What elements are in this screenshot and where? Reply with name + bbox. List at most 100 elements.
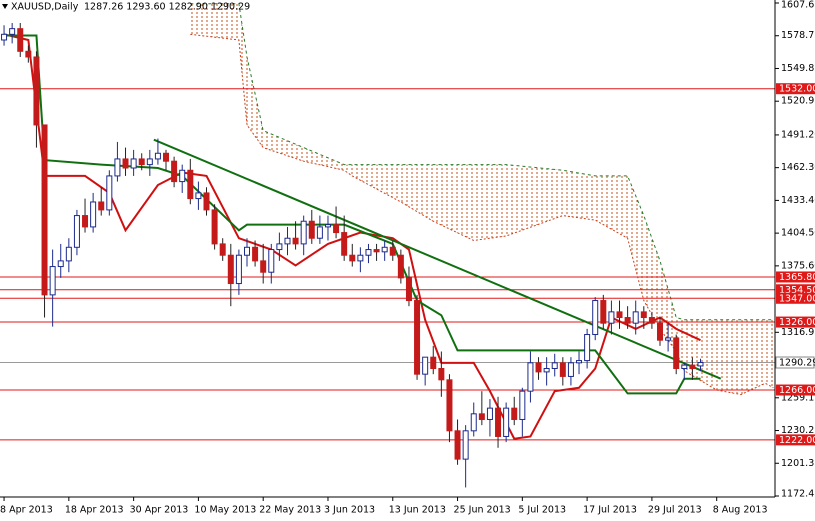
candle-body [73,215,80,248]
candle-body [373,249,380,253]
indicator-line [4,34,701,395]
level-label-box [776,384,815,396]
y-tick-label: 1230.25 [781,425,815,436]
candle-body [211,209,218,245]
x-tick-label: 29 Jul 2013 [648,505,702,516]
candle-body [543,368,550,373]
candle-body [527,362,534,392]
candle-body [389,246,396,256]
level-label-box [776,316,815,328]
candle-body [82,215,89,228]
candle-body [122,158,129,169]
y-tick-label: 1172.45 [781,489,815,500]
candle-body [632,311,639,324]
y-tick-label: 1375.60 [781,260,815,271]
y-tick-label: 1462.30 [781,162,815,173]
candle-body [276,243,283,251]
candle-body [665,337,672,341]
candle-body [179,169,186,183]
current-price-label: 1290.29 [779,358,815,369]
candle-body [559,362,566,377]
candle-body [438,368,445,381]
candle-body [689,364,696,370]
y-tick-label: 1578.75 [781,30,815,41]
x-tick-label: 18 Apr 2013 [65,505,124,516]
candle-body [503,407,510,437]
candle-body [227,254,234,285]
y-tick-label: 1316.95 [781,327,815,338]
candle-body [567,362,574,377]
menu-arrow [2,4,8,9]
candle-body [33,56,40,126]
candle-body [130,158,137,169]
candle-body [219,243,226,256]
x-tick-label: 25 Jun 2013 [454,505,511,516]
level-label: 1222.00 [779,435,815,446]
candle-body [486,407,493,420]
candle-body [203,192,210,211]
candle-body [341,232,348,256]
candle-body [235,254,242,285]
x-tick-label: 22 May 2013 [259,505,321,516]
candle-body [640,311,647,319]
indicator-line [153,138,722,380]
candle-body [357,254,364,262]
candle-body [163,152,170,162]
candle-body [146,158,153,166]
y-tick-label: 1607.65 [781,0,815,11]
candle-body [414,300,421,375]
y-tick-label: 1549.85 [781,63,815,74]
candle-body [114,158,121,177]
candle-body [98,201,105,211]
candle-body [292,237,299,245]
candle-body [470,413,477,432]
candle-body [454,430,461,460]
y-tick-label: 1259.15 [781,392,815,403]
level-label: 1354.50 [779,285,815,296]
candle-body [138,158,145,166]
candle-body [252,246,259,262]
candle-body [608,311,615,324]
candle-body [624,317,631,324]
candle-body [57,260,64,268]
candle-body [41,124,48,296]
candle-body [9,28,16,35]
candle-body [478,413,485,420]
cloud-area [190,3,774,395]
candle-body [616,311,623,319]
x-tick-label: 13 Jun 2013 [389,505,446,516]
x-tick-label: 5 Jul 2013 [518,505,566,516]
y-tick-label: 1404.50 [781,228,815,239]
candle-body [551,362,558,370]
candle-body [681,364,688,370]
candle-body [17,28,24,52]
x-tick-label: 8 Apr 2013 [0,505,53,516]
candle-body [316,226,323,239]
candle-body [90,201,97,228]
candle-body [65,246,72,262]
candle-body [495,407,502,437]
level-label-box [776,83,815,95]
candle-body [648,317,655,324]
candle-body [462,430,469,460]
candle-body [106,175,113,211]
x-tick-label: 3 Jun 2013 [324,505,375,516]
candle-body [657,322,664,341]
candle-body [584,334,591,362]
candle-body [49,266,56,296]
cloud-lower [190,33,774,396]
candle-body [697,362,704,367]
candle-body [284,237,291,245]
level-label-box [776,292,815,304]
level-label: 1347.00 [779,293,815,304]
cloud-upper [190,3,774,321]
candle-body [300,220,307,245]
x-tick-label: 10 May 2013 [194,505,256,516]
candle-body [187,169,194,200]
level-label-box [776,434,815,446]
candle-body [349,254,356,262]
candle-body [592,300,599,336]
y-tick-label: 1491.20 [781,129,815,140]
